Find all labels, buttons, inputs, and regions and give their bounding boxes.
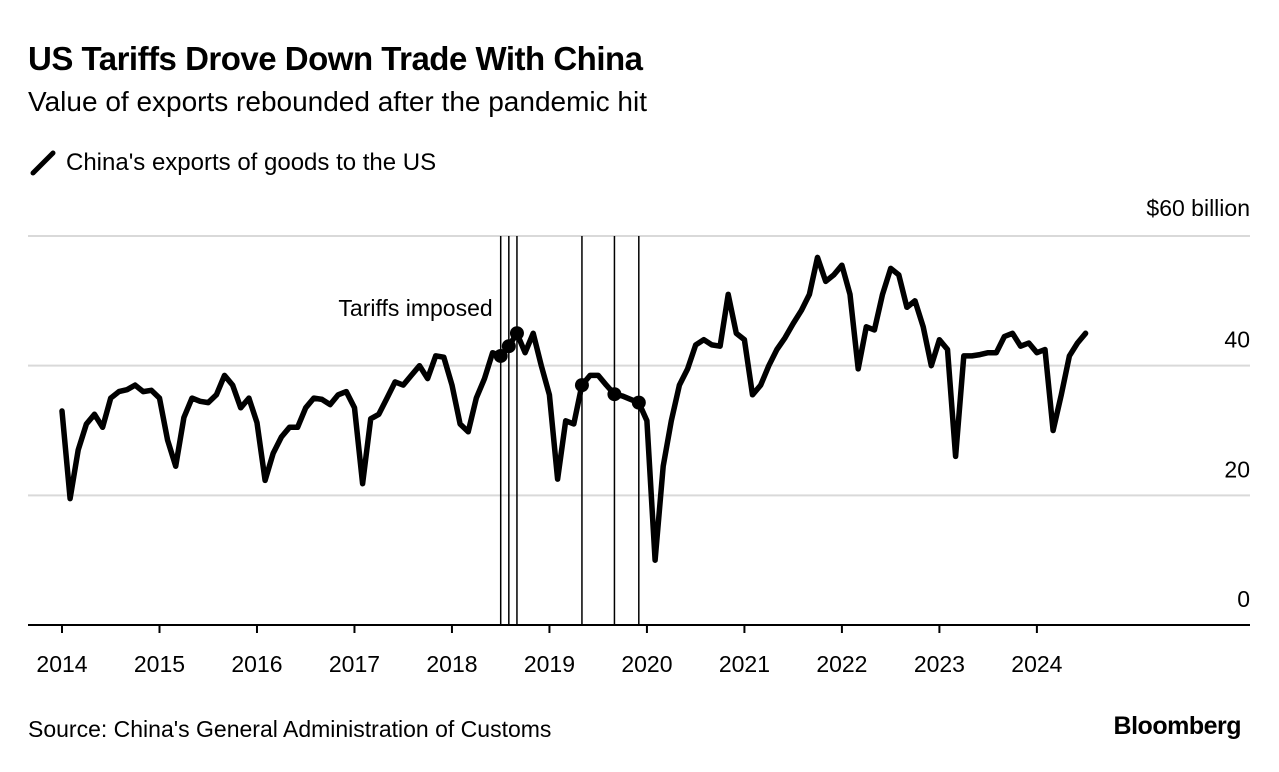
legend: China's exports of goods to the US — [28, 148, 436, 178]
x-tick-label-2024: 2024 — [1011, 651, 1062, 677]
chart-title: US Tariffs Drove Down Trade With China — [28, 40, 643, 77]
chart-subtitle: Value of exports rebounded after the pan… — [28, 86, 647, 117]
x-tick-label-2018: 2018 — [426, 651, 477, 677]
tariff-marker-2018-09 — [509, 326, 524, 341]
series-line — [59, 254, 1089, 563]
bloomberg-logo: Bloomberg — [1113, 712, 1242, 740]
x-tick-label-2019: 2019 — [524, 651, 575, 677]
legend-label: China's exports of goods to the US — [66, 149, 437, 176]
legend-line-icon — [30, 150, 56, 176]
y-tick-label-0: 0 — [1237, 586, 1250, 612]
x-tick-label-2017: 2017 — [329, 651, 380, 677]
y-tick-label-40: 40 — [1224, 327, 1250, 353]
x-tick-label-2021: 2021 — [719, 651, 770, 677]
x-axis — [28, 624, 1250, 633]
x-tick-label-2022: 2022 — [816, 651, 867, 677]
x-tick-label-2015: 2015 — [134, 651, 185, 677]
tariff-marker-2018-07 — [493, 348, 508, 363]
tariff-marker-2018-08 — [501, 339, 516, 354]
y-tick-label-60: $60 billion — [1146, 195, 1250, 221]
x-tick-label-2014: 2014 — [36, 651, 87, 677]
source-note: Source: China's General Administration o… — [28, 716, 552, 742]
tariff-marker-2019-09 — [607, 387, 622, 402]
tariff-marker-2019-12 — [631, 395, 646, 410]
series-layer — [59, 254, 1089, 563]
x-tick-label-2023: 2023 — [914, 651, 965, 677]
tariff-annotations: Tariffs imposed — [338, 236, 640, 625]
tariff-marker-2019-05 — [574, 378, 589, 393]
axis-labels: 0 20 40 $60 billion 2014 2015 2016 2017 2018 2019… — [36, 195, 1250, 677]
y-tick-label-20: 20 — [1224, 456, 1250, 482]
annotation-label: Tariffs imposed — [338, 295, 492, 321]
x-tick-label-2020: 2020 — [621, 651, 672, 677]
x-tick-label-2016: 2016 — [231, 651, 282, 677]
